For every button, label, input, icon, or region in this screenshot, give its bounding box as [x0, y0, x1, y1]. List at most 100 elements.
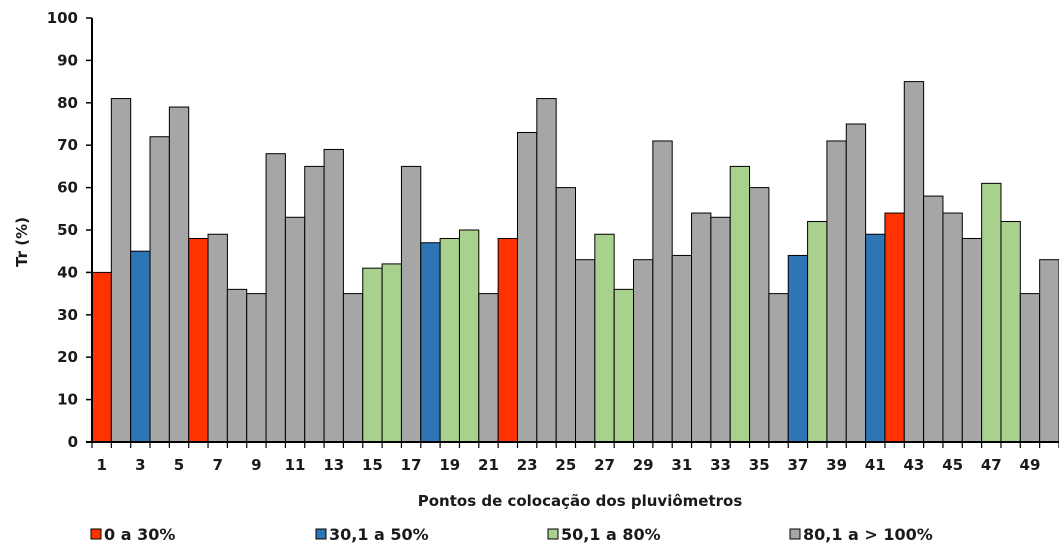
bars-group — [91, 81, 1059, 443]
legend-swatch — [789, 528, 801, 540]
bar-point-49 — [1019, 293, 1041, 443]
y-tick-label: 90 — [57, 51, 78, 69]
y-axis-ticks: 0 10 20 30 40 50 60 70 80 90 100 — [47, 9, 92, 451]
y-tick-label: 20 — [57, 348, 78, 366]
x-tick-label: 13 — [323, 456, 344, 474]
legend-label: 30,1 a 50% — [329, 525, 429, 544]
x-tick-label: 9 — [251, 456, 261, 474]
bar-point-27 — [594, 233, 615, 443]
bar-point-12 — [304, 165, 325, 443]
x-tick-label: 23 — [517, 456, 538, 474]
bar-point-38 — [807, 221, 828, 443]
bar-point-18 — [420, 242, 441, 443]
bar-point-21 — [478, 293, 499, 443]
x-tick-label: 47 — [981, 456, 1002, 474]
x-axis-title: Pontos de colocação dos pluviômetros — [418, 492, 743, 510]
x-tick-label: 27 — [594, 456, 615, 474]
bar-point-43 — [903, 81, 925, 443]
x-tick-label: 1 — [96, 456, 106, 474]
bar-point-36 — [768, 293, 789, 443]
bar-point-42 — [884, 212, 905, 443]
bar-point-31 — [671, 254, 693, 443]
bar-point-17 — [400, 165, 422, 443]
x-tick-label: 41 — [865, 456, 886, 474]
bar-point-22 — [497, 237, 518, 443]
bar-point-8 — [226, 288, 248, 443]
bar-point-46 — [961, 237, 983, 443]
legend-swatch — [547, 528, 559, 540]
bar-point-16 — [381, 263, 402, 443]
legend: 0 a 30% 30,1 a 50% 50,1 a 80% 80,1 a > 100% — [90, 525, 933, 544]
x-tick-label: 15 — [362, 456, 383, 474]
x-tick-label: 31 — [671, 456, 692, 474]
legend-swatch — [90, 528, 102, 540]
bar-point-24 — [536, 98, 557, 443]
y-tick-label: 10 — [57, 391, 78, 409]
bar-point-34 — [729, 165, 751, 443]
x-tick-label: 3 — [135, 456, 145, 474]
x-axis-ticks: 1 3 5 7 9 11 13 15 17 19 21 23 25 27 29 31 33 35 37 39 41 43 4… — [91, 442, 1059, 474]
bar-point-35 — [749, 187, 770, 443]
bar-point-32 — [691, 212, 712, 443]
legend-swatch — [315, 528, 327, 540]
bar-point-19 — [439, 237, 460, 443]
bar-point-44 — [923, 195, 944, 443]
legend-label: 80,1 a > 100% — [803, 525, 933, 544]
bar-point-33 — [710, 216, 731, 443]
x-tick-label: 43 — [904, 456, 925, 474]
bar-point-25 — [555, 187, 576, 443]
y-tick-label: 70 — [57, 136, 78, 154]
bar-point-15 — [362, 267, 383, 443]
bar-point-50 — [1039, 259, 1059, 443]
y-tick-label: 50 — [57, 221, 78, 239]
x-tick-label: 29 — [633, 456, 654, 474]
x-tick-label: 19 — [439, 456, 460, 474]
x-tick-label: 25 — [555, 456, 576, 474]
x-tick-label: 33 — [710, 456, 731, 474]
bar-point-7 — [207, 233, 228, 443]
x-tick-label: 11 — [285, 456, 306, 474]
legend-label: 0 a 30% — [104, 525, 175, 544]
bar-point-23 — [516, 131, 538, 443]
x-tick-label: 49 — [1020, 456, 1041, 474]
bar-point-28 — [613, 288, 635, 443]
x-tick-label: 21 — [478, 456, 499, 474]
x-tick-label: 5 — [174, 456, 184, 474]
bar-point-2 — [110, 98, 132, 443]
bar-point-11 — [284, 216, 306, 443]
bar-point-14 — [342, 293, 364, 443]
y-tick-label: 30 — [57, 306, 78, 324]
bar-point-41 — [865, 233, 886, 443]
y-tick-label: 100 — [47, 9, 78, 27]
bar-point-3 — [130, 250, 151, 443]
x-tick-label: 35 — [749, 456, 770, 474]
bar-point-37 — [787, 254, 809, 443]
y-tick-label: 60 — [57, 179, 78, 197]
x-tick-label: 17 — [401, 456, 422, 474]
legend-label: 50,1 a 80% — [561, 525, 661, 544]
bar-point-20 — [458, 229, 480, 443]
x-tick-label: 39 — [826, 456, 847, 474]
x-tick-label: 37 — [787, 456, 808, 474]
bar-point-1 — [91, 271, 112, 443]
bar-point-29 — [633, 259, 654, 443]
bar-point-39 — [826, 140, 847, 443]
bar-point-6 — [188, 237, 209, 443]
bar-point-45 — [942, 212, 963, 443]
bar-point-10 — [265, 153, 286, 443]
bar-point-47 — [981, 182, 1002, 443]
y-axis-title: Tr (%) — [13, 217, 31, 267]
bar-point-26 — [575, 259, 596, 443]
bar-point-13 — [323, 148, 344, 443]
x-tick-label: 7 — [212, 456, 222, 474]
bar-point-4 — [149, 136, 170, 443]
y-tick-label: 40 — [57, 263, 78, 281]
bar-point-9 — [246, 293, 267, 443]
y-tick-label: 0 — [68, 433, 78, 451]
bar-point-5 — [168, 106, 190, 443]
bar-point-30 — [652, 140, 673, 443]
bar-point-48 — [1000, 221, 1021, 443]
y-tick-label: 80 — [57, 94, 78, 112]
x-tick-label: 45 — [942, 456, 963, 474]
